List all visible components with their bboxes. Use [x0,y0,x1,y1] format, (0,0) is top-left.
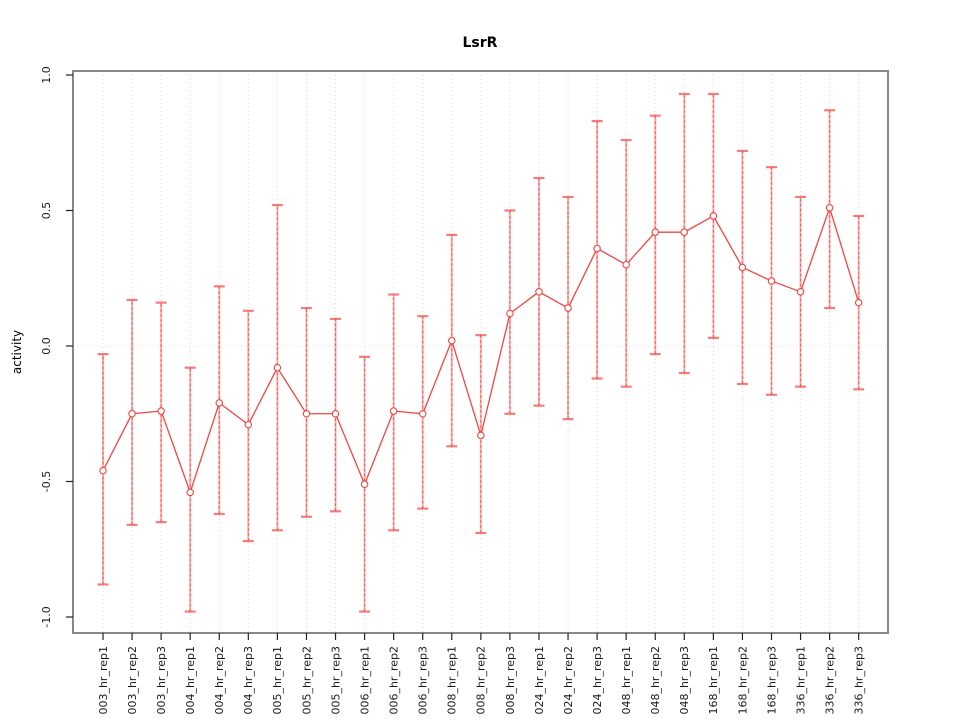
data-point [418,409,427,418]
x-tick-label: 008_hr_rep2 [475,646,488,715]
x-tick-label: 048_hr_rep1 [620,646,633,715]
x-tick-label: 168_hr_rep2 [736,646,749,715]
x-tick-label: 048_hr_rep2 [649,646,662,715]
data-point [186,488,194,497]
data-point [477,431,485,440]
data-point [825,204,834,212]
x-tick-label: 005_hr_rep1 [271,646,284,715]
data-point [506,309,514,318]
y-tick-label: 1.0 [40,66,53,84]
data-point [564,304,572,312]
x-tick-label: 006_hr_rep1 [358,646,371,715]
x-tick-label: 003_hr_rep2 [126,646,139,715]
data-point [622,260,630,269]
x-tick-label: 336_hr_rep1 [794,646,807,715]
x-tick-label: 005_hr_rep3 [329,646,342,715]
data-point [593,244,601,253]
y-axis-label: activity [10,330,24,374]
data-point [448,336,456,345]
x-tick-label: 024_hr_rep1 [533,646,546,715]
plot-title: LsrR [463,35,498,51]
y-tick-label: -0.5 [40,471,53,492]
x-tick-label: 168_hr_rep1 [707,646,720,715]
data-point [535,288,543,296]
data-point [854,298,863,307]
x-tick-label: 336_hr_rep2 [823,646,836,715]
data-point [99,466,107,475]
data-point [331,409,340,418]
x-tick-label: 048_hr_rep3 [678,646,691,715]
data-point [767,277,776,285]
y-tick-label: -1.0 [40,606,53,627]
x-tick-label: 006_hr_rep2 [387,646,400,715]
x-tick-label: 024_hr_rep3 [591,646,604,715]
data-point [360,480,369,488]
data-point [215,399,224,407]
data-point [128,409,136,418]
x-tick-label: 336_hr_rep3 [853,646,866,715]
data-point [389,407,398,415]
data-point [302,409,311,418]
x-tick-label: 004_hr_rep3 [242,646,255,715]
data-point [796,288,805,296]
data-point [157,407,165,415]
x-tick-label: 024_hr_rep2 [562,646,575,715]
data-point [680,228,689,236]
x-tick-label: 006_hr_rep3 [417,646,430,715]
x-tick-label: 008_hr_rep1 [446,646,459,715]
x-tick-label: 004_hr_rep2 [213,646,226,715]
y-tick-label: 0.0 [40,337,53,355]
x-tick-label: 005_hr_rep2 [300,646,313,715]
data-point [738,263,747,272]
x-tick-label: 003_hr_rep3 [155,646,168,715]
data-point [709,212,718,220]
x-tick-label: 168_hr_rep3 [765,646,778,715]
x-tick-label: 004_hr_rep1 [184,646,197,715]
x-tick-label: 008_hr_rep3 [504,646,517,715]
y-tick-label: 0.5 [40,202,53,220]
plot-layer: -1.0 -0.5 0.0 0.5 1.0 003_hr_rep1 003_hr_rep2 0… [40,66,889,715]
data-point [273,363,282,372]
data-point [651,228,659,236]
data-point [244,420,253,429]
x-tick-label: 003_hr_rep1 [97,646,110,715]
